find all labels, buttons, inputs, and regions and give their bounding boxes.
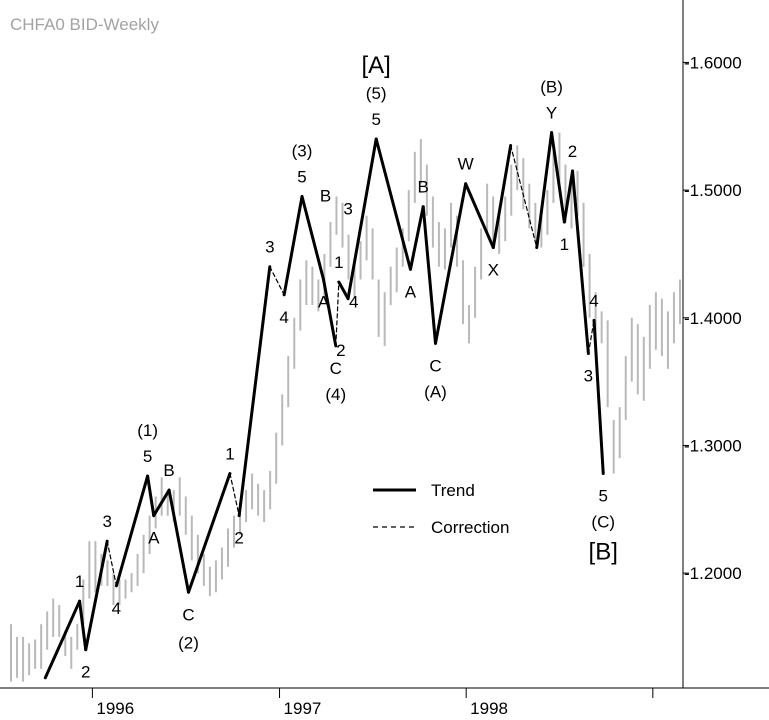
x-tick-label: 1998	[470, 699, 508, 718]
correction-segment	[335, 281, 340, 347]
correction-segment	[510, 144, 538, 249]
trend-segment	[592, 318, 605, 476]
x-tick-label: 1996	[96, 699, 134, 718]
wave-label: (B)	[540, 78, 563, 97]
legend: Trend Correction	[373, 481, 509, 537]
trend-segment	[322, 277, 338, 348]
trend-segment	[374, 137, 412, 271]
trend-segment	[152, 488, 171, 518]
trend-segment	[167, 488, 191, 594]
wave-label: 4	[279, 308, 288, 327]
trend-segment	[464, 182, 495, 250]
wave-label: [B]	[589, 539, 618, 566]
wave-label: (3)	[292, 141, 313, 160]
wave-label: 1	[334, 253, 343, 272]
y-tick-label: -1.2000	[684, 564, 742, 583]
wave-label: 1	[560, 235, 569, 254]
trend-segment	[43, 599, 82, 680]
wave-label: W	[458, 155, 474, 174]
wave-label: C	[330, 359, 342, 378]
trend-segment	[300, 194, 326, 281]
correction-segment	[106, 540, 118, 587]
wave-label: 2	[568, 142, 577, 161]
wave-label: 4	[112, 599, 121, 618]
wave-label: A	[148, 529, 160, 548]
trend-segment	[562, 169, 575, 224]
trend-segment	[491, 143, 513, 250]
trend-segment	[187, 472, 232, 594]
wave-lines	[43, 131, 605, 680]
wave-label: 5	[143, 447, 152, 466]
wave-label: 3	[584, 367, 593, 386]
trend-segment	[346, 137, 378, 301]
wave-label: 3	[343, 199, 352, 218]
trend-segment	[114, 474, 150, 588]
trend-segment	[571, 169, 590, 356]
trend-segment	[434, 182, 468, 345]
wave-label: 2	[234, 529, 243, 548]
trend-segment	[550, 131, 566, 224]
trend-segment	[408, 205, 425, 271]
trend-segment	[421, 205, 437, 345]
wave-label: 3	[265, 238, 274, 257]
trend-segment	[84, 539, 109, 652]
trend-segment	[282, 194, 304, 297]
wave-label: B	[320, 187, 331, 206]
trend-segment	[237, 265, 272, 518]
wave-label: 4	[349, 292, 358, 311]
wave-label: 1	[225, 445, 234, 464]
price-bars	[10, 132, 681, 682]
wave-label: C	[429, 356, 441, 375]
wave-label: C	[182, 605, 194, 624]
y-tick-label: -1.6000	[684, 53, 742, 72]
trend-segment	[146, 474, 156, 518]
wave-label: 5	[371, 110, 380, 129]
wave-label: (4)	[325, 385, 346, 404]
wave-label: 4	[589, 291, 598, 310]
y-tick-label: -1.5000	[684, 181, 742, 200]
wave-label: 3	[102, 512, 111, 531]
wave-label: 2	[336, 341, 345, 360]
correction-segment	[229, 472, 240, 517]
wave-label: 2	[81, 663, 90, 682]
trend-segment	[78, 599, 88, 652]
wave-labels: 1234ABC1234AB1234ABWX12345(1)(2)5(3)C(4)…	[75, 52, 618, 682]
x-tick-label: 1997	[284, 699, 322, 718]
chart-title: CHFA0 BID-Weekly	[10, 15, 159, 34]
wave-label: 1	[75, 572, 84, 591]
wave-label: 5	[297, 167, 306, 186]
wave-label: B	[163, 461, 174, 480]
wave-label: (2)	[178, 633, 199, 652]
trend-segment	[535, 131, 554, 250]
legend-label: Correction	[431, 518, 509, 537]
wave-label: (5)	[366, 84, 387, 103]
wave-label: (C)	[591, 513, 615, 532]
correction-segment	[269, 266, 285, 296]
wave-label: [A]	[362, 52, 391, 79]
correction-segment	[587, 319, 595, 355]
wave-label: (1)	[137, 421, 158, 440]
wave-label: A	[405, 282, 417, 301]
wave-label: B	[418, 178, 429, 197]
wave-label: A	[318, 292, 330, 311]
y-tick-label: -1.4000	[684, 309, 742, 328]
legend-label: Trend	[431, 481, 475, 500]
wave-label: (A)	[424, 382, 447, 401]
wave-label: X	[488, 261, 499, 280]
trend-segment	[337, 280, 350, 301]
y-tick-label: -1.3000	[684, 436, 742, 455]
wave-label: 5	[598, 487, 607, 506]
wave-label: Y	[546, 104, 557, 123]
